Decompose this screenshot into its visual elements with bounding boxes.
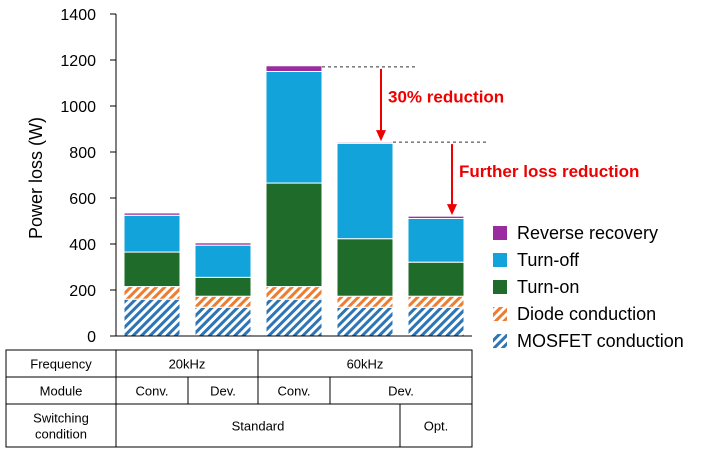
legend-swatch <box>493 253 507 267</box>
table-cell: Conv. <box>278 384 311 399</box>
bar-segment-mosfet-conduction <box>194 306 252 337</box>
y-axis-ticks: 0 200 400 600 800 1000 1200 1400 <box>60 7 116 346</box>
table-cell: Dev. <box>210 384 236 399</box>
bar-segment-mosfet-conduction <box>123 298 181 337</box>
y-tick-label: 1400 <box>60 7 96 24</box>
y-tick-label: 600 <box>69 191 96 208</box>
table-cell: Opt. <box>424 419 449 434</box>
y-tick-label: 0 <box>87 329 96 346</box>
bar-segment-turn-on <box>123 251 181 288</box>
table-cell: 60kHz <box>347 357 384 372</box>
legend-label: MOSFET conduction <box>517 331 684 351</box>
legend-label: Turn-on <box>517 277 579 297</box>
legend-swatch <box>493 307 507 321</box>
table-cell: Standard <box>232 419 285 434</box>
bar-segment-reverse-recovery <box>407 215 465 219</box>
table-cell: Conv. <box>136 384 169 399</box>
bar-segment-diode-conduction <box>407 295 465 308</box>
table-cell: Dev. <box>388 384 414 399</box>
table-row-label: Frequency <box>30 357 92 372</box>
bar-segment-reverse-recovery <box>123 212 181 216</box>
bar-segment-turn-off <box>194 244 252 278</box>
table-row-label: Module <box>40 384 83 399</box>
table-border <box>5 349 473 448</box>
y-tick-label: 1200 <box>60 53 96 70</box>
bar-segment-turn-on <box>194 276 252 297</box>
bar-segment-reverse-recovery <box>336 141 394 144</box>
y-tick-label: 1000 <box>60 99 96 116</box>
bar-segment-reverse-recovery <box>194 242 252 246</box>
bar-segment-turn-off <box>123 214 181 253</box>
bar-segment-turn-on <box>265 182 323 288</box>
y-tick-label: 200 <box>69 283 96 300</box>
table-row-label: condition <box>35 427 87 442</box>
table-row-label: Switching <box>33 411 89 426</box>
bar-segment-turn-off <box>336 142 394 240</box>
axes <box>115 14 472 337</box>
legend-swatch <box>493 280 507 294</box>
bar-segment-turn-on <box>336 238 394 297</box>
legend: Reverse recovery Turn-off Turn-on Diode con… <box>493 223 684 351</box>
bar-segment-turn-on <box>407 261 465 297</box>
table-cell: 20kHz <box>169 357 206 372</box>
y-tick-label: 400 <box>69 237 96 254</box>
bar-segment-diode-conduction <box>336 295 394 308</box>
bar-segment-mosfet-conduction <box>265 298 323 337</box>
y-axis-label: Power loss (W) <box>26 117 46 239</box>
bar-segment-reverse-recovery <box>265 65 323 72</box>
bar-segment-diode-conduction <box>194 295 252 308</box>
legend-label: Turn-off <box>517 250 580 270</box>
legend-label: Reverse recovery <box>517 223 658 243</box>
bar-segment-diode-conduction <box>123 286 181 300</box>
bar-segment-mosfet-conduction <box>336 306 394 337</box>
annotations: 30% reduction Further loss reduction <box>322 66 639 216</box>
condition-table: Frequency 20kHz 60kHz Module Conv. Dev. Conv. D… <box>5 349 473 448</box>
annotation-arrow-head <box>376 130 386 142</box>
annotation-label: 30% reduction <box>388 88 504 107</box>
legend-swatch <box>493 226 507 240</box>
bar-segment-diode-conduction <box>265 286 323 300</box>
annotation-label: Further loss reduction <box>459 162 639 181</box>
bar-segment-turn-off <box>407 217 465 263</box>
y-tick-label: 800 <box>69 145 96 162</box>
bar-segment-turn-off <box>265 71 323 184</box>
legend-swatch <box>493 334 507 348</box>
bar-segment-mosfet-conduction <box>407 306 465 337</box>
legend-label: Diode conduction <box>517 304 656 324</box>
bars <box>123 65 465 337</box>
annotation-arrow-head <box>447 204 457 216</box>
